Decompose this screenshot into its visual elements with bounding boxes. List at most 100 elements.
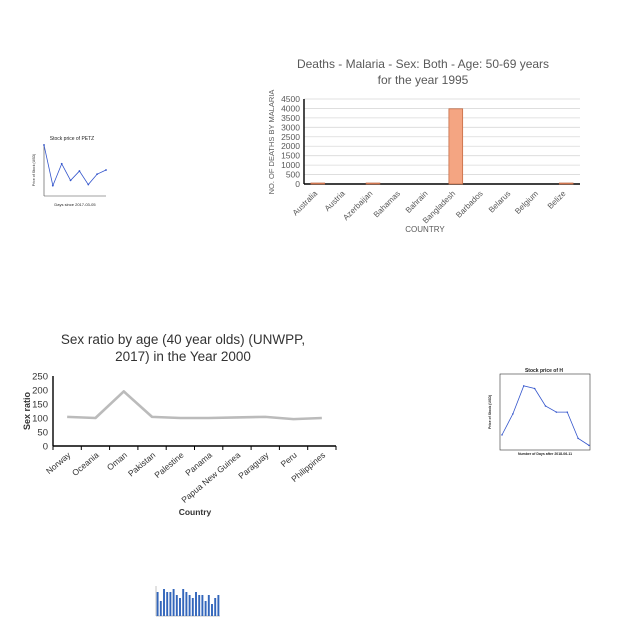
data-point xyxy=(566,411,569,413)
chart-sex-ratio-svg: Sex ratio by age (40 year olds) (UNWPP, 2… xyxy=(22,332,337,517)
y-axis-label: Sex ratio xyxy=(22,391,32,430)
bar xyxy=(182,589,185,616)
bar xyxy=(159,601,162,616)
x-tick-label: Belgium xyxy=(513,189,540,216)
x-tick-label: Bahrain xyxy=(404,189,430,215)
data-point xyxy=(544,405,547,407)
data-point xyxy=(87,183,90,186)
series-line xyxy=(67,390,322,421)
bar xyxy=(448,108,464,185)
x-axis-label: Days since 2017-03-05 xyxy=(54,202,96,207)
x-tick-label: Azerbaijan xyxy=(341,189,374,222)
y-axis-label: NO. OF DEATHS BY MALARIA xyxy=(267,90,276,195)
data-point xyxy=(78,170,81,172)
bar xyxy=(214,598,217,616)
y-tick-label: 250 xyxy=(32,372,48,383)
y-tick-label: 500 xyxy=(286,170,300,180)
y-tick-label: 50 xyxy=(37,428,48,439)
chart-sex-ratio: Sex ratio by age (40 year olds) (UNWPP, 2… xyxy=(16,326,346,520)
bar xyxy=(207,595,210,616)
bar xyxy=(310,182,326,185)
chart-tiny-bars xyxy=(140,572,226,634)
x-tick-label: Belarus xyxy=(487,189,513,215)
bar xyxy=(204,601,207,616)
bar xyxy=(217,595,220,616)
data-point xyxy=(69,179,72,182)
x-tick-label: Australia xyxy=(291,189,320,218)
chart-malaria-svg: Deaths - Malaria - Sex: Both - Age: 50-6… xyxy=(267,57,580,234)
chart-petz-svg: Stock price of PETZ Days since 2017-03-05… xyxy=(32,136,107,207)
bar xyxy=(558,182,574,185)
data-point xyxy=(51,184,54,187)
data-point xyxy=(96,173,99,176)
chart-h-stock: Stock price of H Number of Days after 201… xyxy=(486,366,600,456)
y-tick-label: 2000 xyxy=(281,141,300,151)
y-tick-label: 3500 xyxy=(281,113,300,123)
bar xyxy=(179,598,181,616)
y-axis-label: Price of Stock (USD) xyxy=(488,395,492,429)
bar xyxy=(163,589,165,616)
x-tick-label: Palestine xyxy=(152,450,185,480)
data-point xyxy=(512,413,514,415)
data-point xyxy=(43,144,45,146)
y-tick-label: 1000 xyxy=(281,160,300,170)
x-tick-label: Paraguay xyxy=(236,449,271,481)
x-tick-label: Bahamas xyxy=(372,189,402,219)
series-line xyxy=(501,385,590,446)
data-point xyxy=(60,162,63,165)
y-axis-label: Price of Stock (USD) xyxy=(32,154,36,186)
y-tick-label: 0 xyxy=(295,179,300,189)
data-point xyxy=(501,434,503,436)
data-point xyxy=(555,411,558,413)
y-tick-label: 2500 xyxy=(281,132,300,142)
chart-h-svg: Stock price of H Number of Days after 201… xyxy=(488,368,591,456)
bar xyxy=(169,592,172,616)
y-tick-label: 150 xyxy=(32,400,48,411)
chart-title: Deaths - Malaria - Sex: Both - Age: 50-6… xyxy=(297,57,549,71)
chart-tiny-svg xyxy=(155,586,220,617)
y-tick-label: 1500 xyxy=(281,151,300,161)
y-tick-label: 100 xyxy=(32,414,48,425)
x-tick-label: Oman xyxy=(105,450,129,473)
y-tick-label: 200 xyxy=(32,386,48,397)
bar xyxy=(198,595,201,616)
bar xyxy=(175,595,178,616)
bar xyxy=(185,592,188,616)
x-axis-label: Number of Days after 2018-06-11 xyxy=(518,452,572,456)
x-tick-label: Austria xyxy=(323,189,347,213)
data-point xyxy=(522,385,525,387)
chart-title: Sex ratio by age (40 year olds) (UNWPP, xyxy=(61,332,305,347)
y-tick-label: 3000 xyxy=(281,122,300,132)
plot-frame xyxy=(499,373,591,451)
data-point xyxy=(577,437,579,440)
x-tick-label: Oceania xyxy=(70,450,101,478)
chart-malaria-deaths: Deaths - Malaria - Sex: Both - Age: 50-6… xyxy=(262,50,582,236)
bar xyxy=(365,182,381,185)
bar xyxy=(201,595,204,616)
x-tick-label: Peru xyxy=(279,450,299,469)
series-line xyxy=(43,144,107,187)
chart-title: Stock price of H xyxy=(525,368,563,374)
bar xyxy=(211,604,213,616)
bar xyxy=(188,595,191,616)
y-tick-label: 4000 xyxy=(281,103,300,113)
bar xyxy=(195,592,197,616)
data-point xyxy=(105,169,107,171)
chart-title: for the year 1995 xyxy=(378,73,469,87)
y-tick-label: 4500 xyxy=(281,94,300,104)
bar xyxy=(166,592,169,616)
x-tick-label: Barbados xyxy=(454,189,485,220)
bar xyxy=(172,589,175,616)
bar xyxy=(156,592,159,616)
data-point xyxy=(533,387,536,390)
chart-title: Stock price of PETZ xyxy=(50,136,94,142)
chart-title: 2017) in the Year 2000 xyxy=(115,349,251,364)
x-axis-label: Country xyxy=(179,507,212,517)
data-point xyxy=(588,444,590,447)
bar xyxy=(191,598,194,616)
chart-petz-stock: Stock price of PETZ Days since 2017-03-05… xyxy=(28,132,116,214)
y-tick-label: 0 xyxy=(43,442,48,453)
x-tick-label: Norway xyxy=(44,449,73,476)
x-tick-label: Belize xyxy=(546,189,568,211)
x-axis-label: COUNTRY xyxy=(405,225,445,234)
